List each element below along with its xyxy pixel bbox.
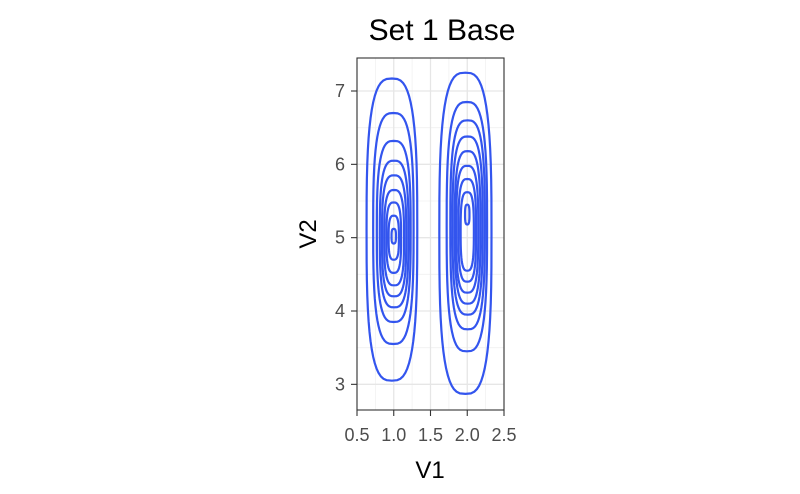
contour-line-2-2: [445, 100, 489, 353]
contour-line-2-5: [453, 150, 482, 305]
y-tick-label: 4: [335, 301, 345, 321]
contour-line-1-8: [387, 214, 400, 261]
plot-panel: [356, 57, 505, 411]
contour-line-2-6: [455, 164, 480, 294]
contour-line-1-3: [375, 139, 412, 324]
contour-line-1-1: [365, 77, 419, 382]
x-tick-label: 1.5: [418, 425, 443, 445]
contour-line-2-3: [449, 119, 486, 331]
y-tick-label: 6: [335, 154, 345, 174]
contour-line-2-9: [463, 203, 471, 226]
contour-group-2: [438, 71, 493, 395]
y-tick-label: 3: [335, 374, 345, 394]
contour-line-1-4: [378, 159, 410, 309]
contour-line-2-1: [438, 71, 493, 395]
contour-line-1-2: [372, 111, 415, 346]
y-tick-label: 7: [335, 81, 345, 101]
contour-line-1-6: [383, 188, 406, 287]
chart-title: Set 1 Base: [369, 14, 516, 47]
x-axis-title: V1: [415, 457, 444, 484]
contour-line-2-7: [457, 177, 478, 283]
contour-line-2-8: [459, 191, 475, 272]
x-tick-label: 2.5: [491, 425, 516, 445]
x-axis: 0.5 1.0 1.5 2.0 2.5: [344, 410, 517, 445]
density-contours: [365, 71, 493, 395]
contour-line-1-9: [390, 227, 398, 245]
x-tick-label: 0.5: [344, 425, 369, 445]
x-tick-label: 2.0: [455, 425, 480, 445]
y-axis-title: V2: [295, 219, 322, 248]
contour-line-1-7: [385, 201, 403, 274]
y-axis: 3 4 5 6 7: [335, 81, 357, 394]
contour-line-2-4: [451, 135, 484, 316]
contour-group-1: [365, 77, 419, 382]
x-tick-label: 1.0: [381, 425, 406, 445]
contour-line-1-5: [380, 174, 408, 298]
y-tick-label: 5: [335, 228, 345, 248]
